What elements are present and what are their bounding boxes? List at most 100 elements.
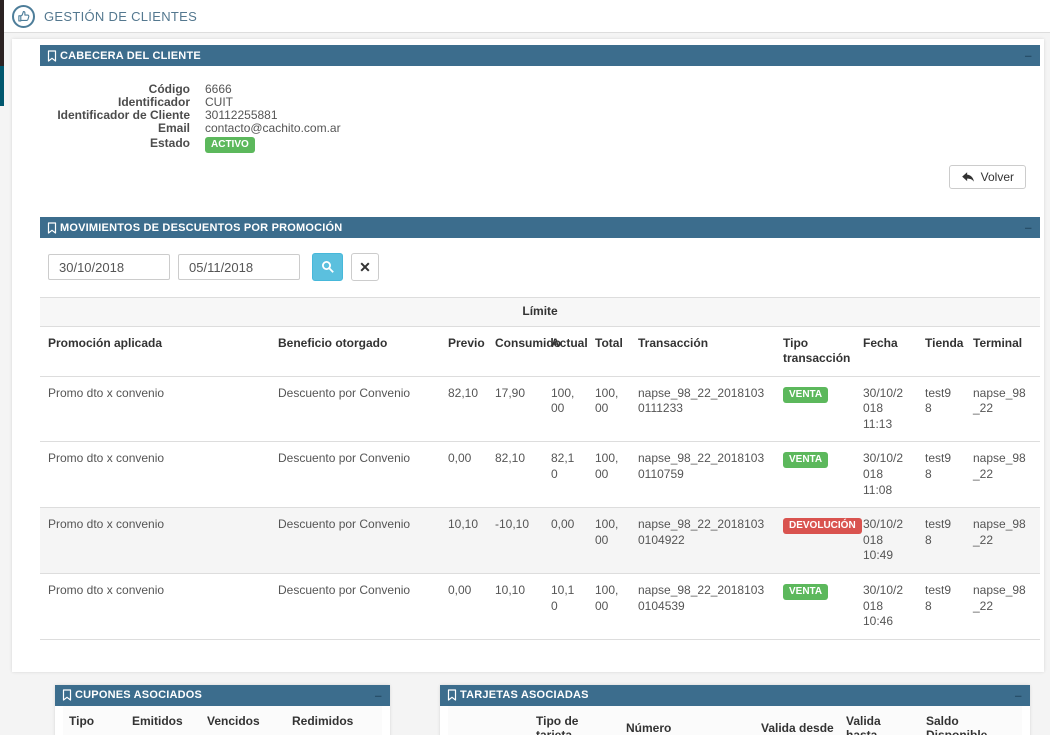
status-badge: DEVOLUCIÓN	[783, 518, 862, 535]
cell-total: 100,00	[587, 573, 630, 640]
column-header: Saldo Disponible	[920, 705, 1022, 735]
field-label: Identificador de Cliente	[57, 108, 190, 122]
clear-filter-button[interactable]	[351, 253, 379, 281]
cell-actual: 100,00	[543, 376, 587, 443]
date-to-input[interactable]	[178, 254, 300, 280]
cell-beneficio: Descuento por Convenio	[270, 573, 440, 640]
search-button[interactable]	[312, 253, 343, 281]
field-row: Código 6666	[40, 83, 1040, 96]
cell-fecha: 30/10/2018 11:13	[855, 376, 917, 443]
cell-transaccion: napse_98_22_20181030104922	[630, 507, 775, 574]
field-value: 30112255881	[205, 108, 278, 122]
field-value: contacto@cachito.com.ar	[205, 121, 341, 135]
cell-promocion: Promo dto x convenio	[40, 441, 270, 509]
collapse-icon[interactable]: –	[1024, 48, 1032, 63]
tarjetas-header-row: Tipo de tarjeta Número Valida desde Valida …	[448, 705, 1022, 735]
table-row: Promo dto x convenio Descuento por Conven…	[40, 441, 1041, 509]
column-header: Total	[587, 326, 630, 377]
cell-previo: 10,10	[440, 507, 487, 574]
tarjetas-body: Tipo de tarjeta Número Valida desde Valida …	[440, 705, 1030, 735]
panel-cabecera-header: CABECERA DEL CLIENTE –	[40, 45, 1040, 66]
cell-terminal: napse_98_22	[965, 376, 1041, 443]
cell-transaccion: napse_98_22_20181030111233	[630, 376, 775, 443]
status-badge: ACTIVO	[205, 137, 255, 153]
topbar: GESTIÓN DE CLIENTES	[0, 0, 1050, 33]
panel-cupones-title: CUPONES ASOCIADOS	[75, 689, 203, 702]
bookmark-icon	[62, 689, 72, 701]
cell-tienda: test98	[917, 573, 965, 640]
cell-terminal: napse_98_22	[965, 441, 1041, 509]
column-header: Consumido	[487, 326, 561, 377]
cell-tienda: test98	[917, 441, 965, 509]
cell-consumido: -10,10	[487, 507, 543, 574]
bookmark-icon	[47, 49, 57, 62]
tarjetas-table: Tipo de tarjeta Número Valida desde Valida …	[448, 705, 1022, 735]
cell-tipo-transaccion: VENTA	[775, 573, 855, 640]
cell-previo: 0,00	[440, 573, 487, 640]
column-header	[448, 705, 530, 735]
panel-movimientos-title: MOVIMIENTOS DE DESCUENTOS POR PROMOCIÓN	[60, 221, 343, 234]
cell-promocion: Promo dto x convenio	[40, 573, 270, 640]
cell-total: 100,00	[587, 507, 630, 574]
column-header: Tipo transacción	[775, 326, 855, 377]
cell-total: 100,00	[587, 376, 630, 443]
column-header: Emitidos	[126, 705, 201, 735]
close-icon	[360, 262, 370, 272]
cell-fecha: 30/10/2018 10:46	[855, 573, 917, 640]
cell-promocion: Promo dto x convenio	[40, 507, 270, 574]
volver-button[interactable]: Volver	[948, 165, 1026, 189]
cell-consumido: 82,10	[487, 441, 543, 509]
thumbs-up-icon	[12, 4, 35, 28]
back-arrow-icon	[961, 171, 975, 183]
panel-cupones-header: CUPONES ASOCIADOS –	[55, 684, 390, 706]
cell-terminal: napse_98_22	[965, 507, 1041, 574]
bookmark-icon	[47, 221, 57, 234]
cell-promocion: Promo dto x convenio	[40, 376, 270, 443]
column-header: Número	[620, 705, 755, 735]
date-filter-row	[40, 238, 1040, 295]
cabecera-body: Código 6666 Identificador CUIT Identificador…	[40, 66, 1040, 209]
cell-actual: 0,00	[543, 507, 587, 574]
field-value: CUIT	[205, 95, 233, 109]
cabecera-fields: Código 6666 Identificador CUIT Identificador…	[40, 83, 1040, 135]
status-badge: VENTA	[783, 452, 829, 469]
volver-row: Volver	[40, 153, 1040, 197]
cell-actual: 82,10	[543, 441, 587, 509]
cell-transaccion: napse_98_22_20181030104539	[630, 573, 775, 640]
volver-button-label: Volver	[980, 170, 1014, 184]
field-row-estado: Estado ACTIVO	[40, 137, 1040, 153]
collapse-icon[interactable]: –	[1024, 220, 1032, 235]
field-label: Código	[148, 82, 190, 96]
cell-beneficio: Descuento por Convenio	[270, 507, 440, 574]
column-header: Tienda	[917, 326, 965, 377]
column-header: Transacción	[630, 326, 775, 377]
sidebar-active-item-edge	[0, 66, 4, 106]
cell-tienda: test98	[917, 507, 965, 574]
field-row: Email contacto@cachito.com.ar	[40, 122, 1040, 135]
panel-cabecera: CABECERA DEL CLIENTE – Código 6666 Identif…	[40, 45, 1040, 209]
panel-tarjetas-header: TARJETAS ASOCIADAS –	[440, 684, 1030, 706]
cell-actual: 10,10	[543, 573, 587, 640]
cell-tienda: test98	[917, 376, 965, 443]
collapse-icon[interactable]: –	[374, 687, 382, 703]
sidebar-collapsed-edge	[0, 0, 4, 66]
date-from-input[interactable]	[48, 254, 170, 280]
column-header: Valida desde	[755, 705, 840, 735]
column-header: Tipo de tarjeta	[530, 705, 620, 735]
panel-movimientos: MOVIMIENTOS DE DESCUENTOS POR PROMOCIÓN …	[40, 217, 1041, 640]
field-row: Identificador de Cliente 30112255881	[40, 109, 1040, 122]
limit-group-label: Límite	[40, 297, 1041, 327]
column-header: Previo	[440, 326, 487, 377]
movimientos-table: Límite Promoción aplicada Beneficio otorg…	[40, 297, 1041, 640]
cell-tipo-transaccion: VENTA	[775, 376, 855, 443]
bookmark-icon	[447, 689, 457, 701]
cell-tipo-transaccion: VENTA	[775, 441, 855, 509]
column-header: Actual	[543, 326, 588, 377]
field-row: Identificador CUIT	[40, 96, 1040, 109]
column-header: Fecha	[855, 326, 917, 377]
collapse-icon[interactable]: –	[1014, 687, 1022, 703]
cell-fecha: 30/10/2018 11:08	[855, 441, 917, 509]
cell-transaccion: napse_98_22_20181030110759	[630, 441, 775, 509]
